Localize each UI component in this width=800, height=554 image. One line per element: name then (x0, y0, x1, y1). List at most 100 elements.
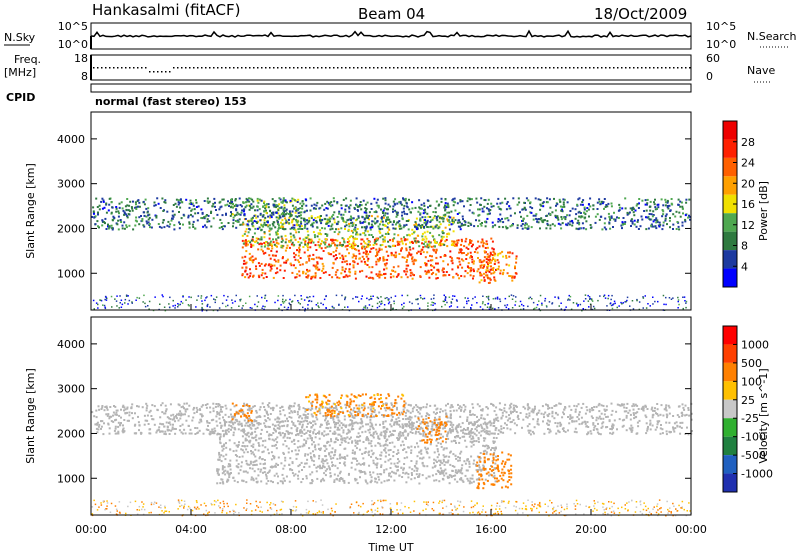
heatmap-cell (347, 481, 350, 484)
heatmap-cell (389, 458, 392, 461)
heatmap-cell (397, 274, 400, 277)
heatmap-cell (541, 220, 544, 223)
heatmap-cell (684, 220, 687, 223)
heatmap-cell (361, 255, 364, 258)
heatmap-cell (364, 252, 367, 255)
heatmap-cell (203, 216, 206, 219)
heatmap-cell (275, 211, 278, 214)
heatmap-cell (361, 452, 364, 455)
heatmap-cell (352, 260, 355, 263)
heatmap-cell (111, 227, 114, 230)
freq-point (545, 67, 547, 69)
heatmap-cell (507, 219, 510, 222)
heatmap-cell (144, 305, 147, 308)
heatmap-cell (688, 214, 690, 217)
heatmap-cell (284, 200, 287, 203)
freq-point (485, 67, 487, 69)
heatmap-cell (236, 455, 238, 458)
heatmap-cell (501, 201, 504, 204)
heatmap-cell (311, 479, 314, 481)
heatmap-cell (326, 218, 329, 221)
heatmap-cell (254, 436, 257, 439)
heatmap-cell (442, 217, 445, 220)
heatmap-cell (414, 221, 417, 224)
heatmap-cell (216, 309, 219, 312)
heatmap-cell (204, 215, 207, 218)
heatmap-cell (94, 215, 97, 218)
heatmap-cell (492, 422, 495, 424)
heatmap-cell (297, 259, 300, 262)
heatmap-cell (690, 418, 693, 421)
heatmap-cell (421, 235, 424, 238)
heatmap-cell (471, 474, 474, 477)
heatmap-cell (359, 201, 362, 203)
heatmap-cell (382, 197, 385, 200)
heatmap-cell (336, 244, 339, 247)
heatmap-cell (504, 225, 507, 228)
heatmap-cell (325, 448, 328, 451)
heatmap-cell (638, 308, 641, 311)
heatmap-cell (308, 219, 311, 222)
heatmap-cell (298, 470, 301, 473)
heatmap-cell (324, 246, 327, 249)
heatmap-cell (256, 199, 259, 202)
heatmap-cell (271, 198, 274, 201)
freq-point (277, 67, 279, 69)
heatmap-cell (141, 406, 144, 409)
heatmap-cell (229, 202, 231, 205)
colorbar-swatch (723, 250, 737, 269)
heatmap-cell (372, 436, 375, 439)
heatmap-cell (283, 464, 286, 467)
heatmap-cell (229, 468, 232, 471)
heatmap-cell (301, 469, 303, 471)
heatmap-cell (668, 297, 671, 299)
heatmap-cell (265, 482, 268, 485)
heatmap-cell (318, 238, 321, 241)
heatmap-cell (454, 209, 457, 212)
heatmap-cell (340, 272, 343, 275)
heatmap-cell (541, 302, 543, 305)
heatmap-cell (331, 266, 334, 269)
heatmap-cell (344, 306, 346, 308)
heatmap-cell (315, 470, 318, 473)
heatmap-cell (486, 447, 489, 450)
heatmap-cell (499, 202, 502, 205)
heatmap-cell (257, 474, 260, 477)
nsky-trace (90, 29, 692, 80)
heatmap-cell (302, 443, 305, 446)
heatmap-cell (493, 472, 496, 474)
heatmap-cell (408, 301, 411, 303)
heatmap-cell (200, 297, 202, 299)
heatmap-cell (477, 257, 479, 259)
heatmap-cell (232, 216, 235, 219)
heatmap-cell (402, 434, 405, 437)
heatmap-cell (283, 261, 286, 264)
heatmap-cell (439, 442, 442, 445)
heatmap-cell (343, 480, 346, 482)
heatmap-cell (596, 213, 599, 216)
heatmap-cell (368, 304, 371, 306)
heatmap-cell (423, 231, 426, 234)
heatmap-cell (337, 416, 340, 419)
heatmap-cell (299, 207, 302, 210)
heatmap-cell (228, 424, 231, 427)
heatmap-cell (321, 477, 324, 480)
heatmap-cell (285, 219, 288, 222)
heatmap-cell (606, 205, 609, 208)
heatmap-cell (638, 301, 641, 303)
heatmap-cell (354, 257, 357, 260)
heatmap-cell (275, 472, 278, 475)
heatmap-cell (91, 216, 94, 218)
heatmap-cell (359, 411, 362, 414)
heatmap-cell (257, 442, 260, 444)
heatmap-cell (354, 243, 357, 246)
heatmap-cell (425, 425, 428, 428)
heatmap-cell (364, 242, 367, 245)
heatmap-cell (273, 455, 276, 458)
heatmap-cell (353, 206, 356, 209)
heatmap-cell (312, 258, 315, 261)
heatmap-cell (96, 206, 99, 208)
heatmap-cell (360, 298, 363, 300)
heatmap-cell (434, 251, 437, 254)
